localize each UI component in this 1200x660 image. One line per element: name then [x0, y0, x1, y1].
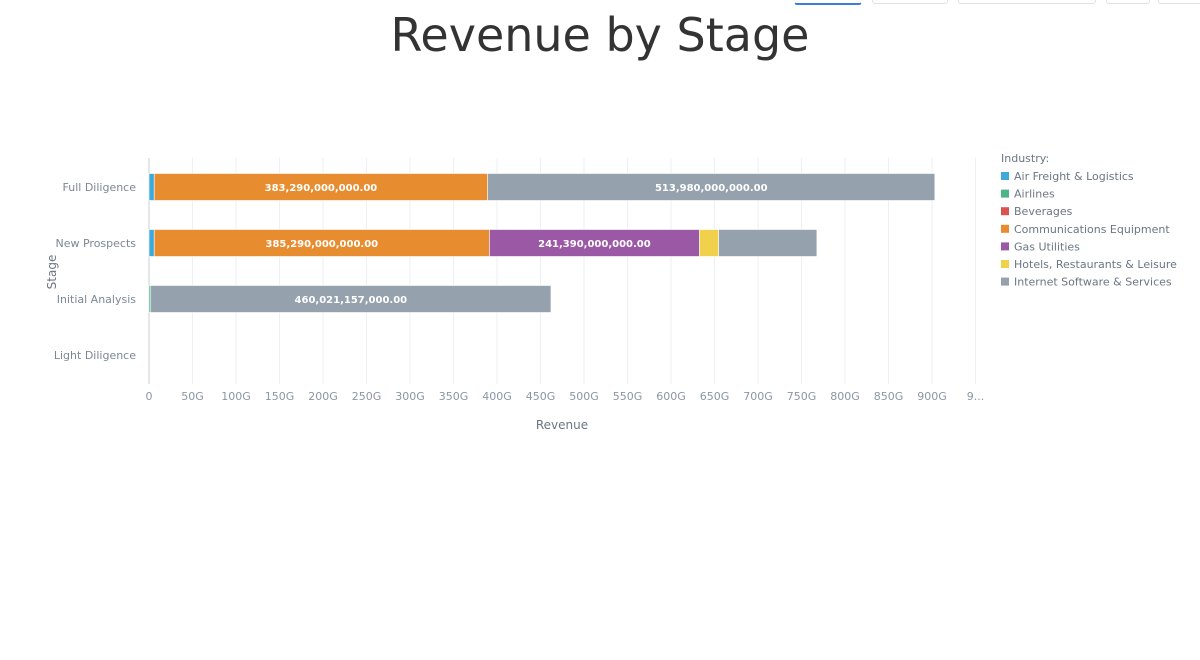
x-tick-label: 500G	[569, 390, 599, 403]
data-label: 513,980,000,000.00	[655, 183, 768, 194]
x-tick-label: 9...	[967, 390, 985, 403]
y-category-label: Light Diligence	[54, 349, 136, 362]
x-tick-label: 800G	[830, 390, 860, 403]
legend-swatch	[1001, 224, 1009, 233]
y-category-labels: Full Diligence New Prospects Initial Analy…	[54, 181, 136, 362]
data-label: 385,290,000,000.00	[266, 239, 379, 250]
legend-item-label: Air Freight & Logistics	[1014, 170, 1134, 183]
legend-title: Industry:	[1001, 152, 1049, 165]
bar-segment	[153, 229, 490, 257]
toolbar-button[interactable]	[958, 0, 1096, 4]
x-tick-label: 450G	[526, 390, 556, 403]
bars	[148, 173, 936, 313]
data-label: 460,021,157,000.00	[295, 295, 408, 306]
x-tick-label: 600G	[656, 390, 686, 403]
x-tick-label: 550G	[613, 390, 643, 403]
chart-title: Revenue by Stage	[390, 8, 810, 62]
x-tick-label: 250G	[352, 390, 382, 403]
legend-item-label: Beverages	[1014, 205, 1073, 218]
legend-item-label: Communications Equipment	[1014, 223, 1170, 236]
bar-segment	[699, 229, 719, 257]
x-tick-label: 750G	[787, 390, 817, 403]
bar-segment	[489, 229, 700, 257]
x-tick-label: 50G	[181, 390, 204, 403]
legend-swatch	[1001, 207, 1009, 216]
x-tick-label: 300G	[395, 390, 425, 403]
x-tick-label: 700G	[743, 390, 773, 403]
legend-swatch	[1001, 242, 1009, 251]
x-tick-labels: 0 50G 100G 150G 200G 250G 300G 350G 400G 450G 500G…	[146, 390, 985, 403]
x-tick-label: 350G	[439, 390, 469, 403]
legend-swatch	[1001, 172, 1009, 180]
x-axis-label: Revenue	[536, 418, 588, 432]
data-label: 383,290,000,000.00	[265, 183, 378, 194]
y-category-label: Full Diligence	[63, 181, 137, 194]
x-tick-label: 400G	[482, 390, 512, 403]
x-tick-label: 900G	[917, 390, 947, 403]
legend-item-label: Gas Utilities	[1014, 240, 1080, 253]
data-label: 241,390,000,000.00	[538, 239, 651, 250]
x-tick-label: 100G	[221, 390, 251, 403]
x-tick-label: 150G	[265, 390, 295, 403]
bar-segment	[153, 173, 488, 201]
y-category-label: Initial Analysis	[57, 293, 137, 306]
x-tick-label: 0	[146, 390, 153, 403]
bar-segment	[150, 285, 552, 313]
legend-item-label: Airlines	[1014, 188, 1055, 201]
legend: Industry: Air Freight & Logistics Airline…	[1001, 152, 1177, 289]
bar-segment	[148, 229, 155, 257]
legend-item-label: Internet Software & Services	[1014, 276, 1172, 289]
toolbar-button[interactable]	[1106, 0, 1150, 4]
legend-swatch	[1001, 189, 1009, 198]
bar-segment	[487, 173, 936, 201]
toolbar	[780, 0, 1200, 5]
toolbar-button[interactable]	[1158, 0, 1200, 4]
y-axis-label: Stage	[45, 255, 59, 290]
toolbar-button-active[interactable]	[794, 0, 862, 5]
y-category-label: New Prospects	[55, 237, 136, 250]
legend-item-label: Hotels, Restaurants & Leisure	[1014, 258, 1177, 271]
x-tick-label: 850G	[874, 390, 904, 403]
data-labels: 383,290,000,000.00 513,980,000,000.00 385,…	[265, 183, 768, 306]
legend-swatch	[1001, 260, 1009, 268]
x-tick-label: 200G	[308, 390, 338, 403]
toolbar-button[interactable]	[872, 0, 948, 4]
bar-segment	[718, 229, 818, 257]
legend-swatch	[1001, 277, 1009, 286]
bar-segment	[148, 173, 155, 201]
x-tick-label: 650G	[700, 390, 730, 403]
